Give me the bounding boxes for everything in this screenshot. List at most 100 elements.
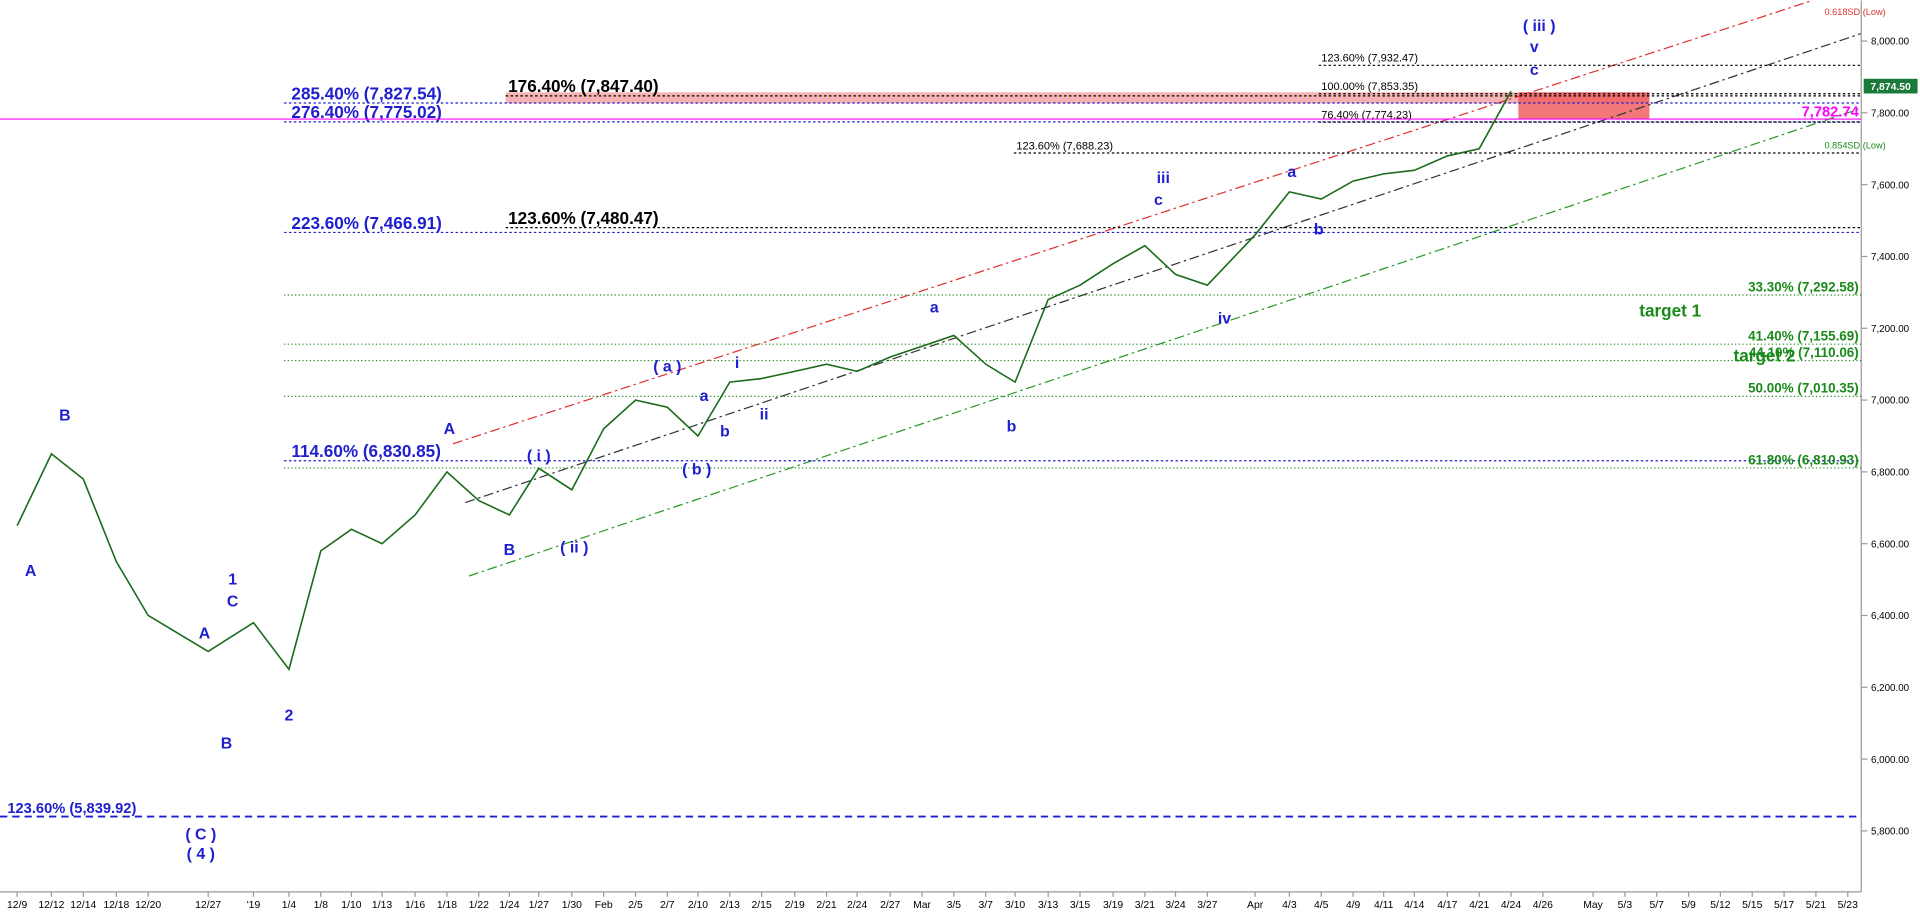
- fib-label: 285.40% (7,827.54): [291, 83, 441, 103]
- x-tick-label: 12/18: [103, 900, 129, 911]
- x-tick-label: 3/21: [1135, 900, 1155, 911]
- price-line-label: 7,782.74: [1802, 105, 1860, 121]
- x-tick-label: 2/24: [847, 900, 867, 911]
- x-tick-label: 1/22: [469, 900, 489, 911]
- x-tick-label: 12/12: [38, 900, 64, 911]
- wave-label: v: [1530, 39, 1539, 56]
- x-tick-label: 1/30: [562, 900, 582, 911]
- fib-label: 223.60% (7,466.91): [291, 213, 441, 233]
- fib-label: 33.30% (7,292.58): [1748, 279, 1859, 294]
- x-tick-label: 12/14: [70, 900, 96, 911]
- target-zone: [1518, 92, 1650, 120]
- x-tick-label: 3/10: [1005, 900, 1025, 911]
- x-tick-label: Apr: [1247, 900, 1264, 911]
- x-tick-label: 2/15: [752, 900, 772, 911]
- x-tick-label: 5/7: [1650, 900, 1665, 911]
- x-tick-label: 12/20: [135, 900, 161, 911]
- fib-label: 123.60% (7,932.47): [1321, 53, 1418, 65]
- x-tick-label: '19: [247, 900, 261, 911]
- x-tick-label: 1/27: [529, 900, 549, 911]
- x-tick-label: 5/3: [1618, 900, 1633, 911]
- x-tick-label: 4/9: [1346, 900, 1361, 911]
- x-tick-label: 1/18: [437, 900, 457, 911]
- fib-label: 61.80% (6,810.93): [1748, 452, 1859, 467]
- x-tick-label: 2/27: [880, 900, 900, 911]
- wave-label: ( i ): [527, 448, 551, 465]
- y-tick-label: 6,400.00: [1871, 611, 1910, 622]
- wave-label: iii: [1157, 170, 1170, 187]
- x-tick-label: 1/13: [372, 900, 392, 911]
- x-tick-label: 1/16: [405, 900, 425, 911]
- wave-label: a: [1287, 164, 1296, 181]
- wave-label: b: [1314, 221, 1324, 238]
- price-line: [16, 90, 1512, 672]
- fib-label: 114.60% (6,830.85): [291, 441, 440, 461]
- wave-label: A: [444, 421, 456, 438]
- x-tick-label: Feb: [595, 900, 613, 911]
- x-tick-label: 4/26: [1533, 900, 1553, 911]
- x-tick-label: 1/8: [314, 900, 329, 911]
- x-tick-label: 4/3: [1282, 900, 1297, 911]
- y-tick-label: 8,000.00: [1871, 37, 1910, 48]
- wave-label: ( iii ): [1523, 18, 1556, 35]
- wave-label: c: [1530, 62, 1539, 79]
- x-tick-label: 3/13: [1038, 900, 1058, 911]
- x-tick-label: 4/11: [1374, 900, 1394, 911]
- x-tick-label: 4/14: [1404, 900, 1424, 911]
- x-tick-label: 2/13: [720, 900, 740, 911]
- x-tick-label: 5/9: [1681, 900, 1696, 911]
- sd-label: 0.854SD (Low): [1824, 141, 1885, 151]
- wave-label: a: [700, 388, 709, 405]
- y-tick-label: 6,200.00: [1871, 683, 1910, 694]
- y-tick-label: 7,400.00: [1871, 252, 1910, 263]
- x-tick-label: 12/9: [7, 900, 27, 911]
- price-tag-label: 7,874.50: [1870, 82, 1911, 93]
- x-tick-label: 1/10: [341, 900, 361, 911]
- x-tick-label: 2/19: [785, 900, 805, 911]
- wave-label: ( 4 ): [187, 846, 215, 863]
- x-tick-label: 2/21: [816, 900, 836, 911]
- fib-label: 276.40% (7,775.02): [291, 102, 441, 122]
- x-tick-label: 4/5: [1314, 900, 1329, 911]
- x-tick-label: 4/24: [1501, 900, 1521, 911]
- wave-label: 2: [285, 707, 294, 724]
- wave-label: B: [504, 542, 516, 559]
- x-tick-label: 5/23: [1838, 900, 1858, 911]
- wave-label: c: [1154, 192, 1163, 209]
- wave-label: ii: [760, 406, 769, 423]
- x-tick-label: 5/12: [1710, 900, 1730, 911]
- upper-channel: [452, 0, 1813, 445]
- wave-label: B: [221, 736, 233, 753]
- fib-label: 123.60% (5,839.92): [7, 801, 136, 817]
- y-tick-label: 7,600.00: [1871, 180, 1910, 191]
- sd-label: 0.618SD (Low): [1824, 7, 1885, 17]
- wave-label: i: [735, 355, 739, 372]
- y-tick-label: 7,200.00: [1871, 324, 1910, 335]
- fib-label: 50.00% (7,010.35): [1748, 381, 1859, 396]
- x-tick-label: 3/19: [1103, 900, 1123, 911]
- wave-label: B: [59, 407, 71, 424]
- x-tick-label: 2/7: [660, 900, 675, 911]
- target-label: target 1: [1639, 300, 1701, 320]
- y-tick-label: 7,800.00: [1871, 109, 1910, 120]
- x-tick-label: 5/21: [1806, 900, 1826, 911]
- wave-label: ( b ): [682, 461, 711, 478]
- wave-label: a: [930, 300, 939, 317]
- y-tick-label: 6,600.00: [1871, 539, 1910, 550]
- fib-label: 123.60% (7,688.23): [1016, 140, 1113, 152]
- fib-label: 123.60% (7,480.47): [508, 208, 658, 228]
- fib-label: 100.00% (7,853.35): [1321, 81, 1418, 93]
- x-tick-label: 4/17: [1437, 900, 1457, 911]
- fib-label: 41.40% (7,155.69): [1748, 329, 1859, 344]
- y-tick-label: 5,800.00: [1871, 827, 1910, 838]
- target-label: target 2: [1734, 346, 1796, 366]
- price-tag: [1863, 78, 1918, 94]
- fib-label: 44.10% (7,110.06): [1749, 345, 1859, 360]
- lower-channel: [468, 107, 1862, 577]
- x-tick-label: 3/15: [1070, 900, 1090, 911]
- y-tick-label: 7,000.00: [1871, 396, 1910, 407]
- wave-label: A: [199, 625, 211, 642]
